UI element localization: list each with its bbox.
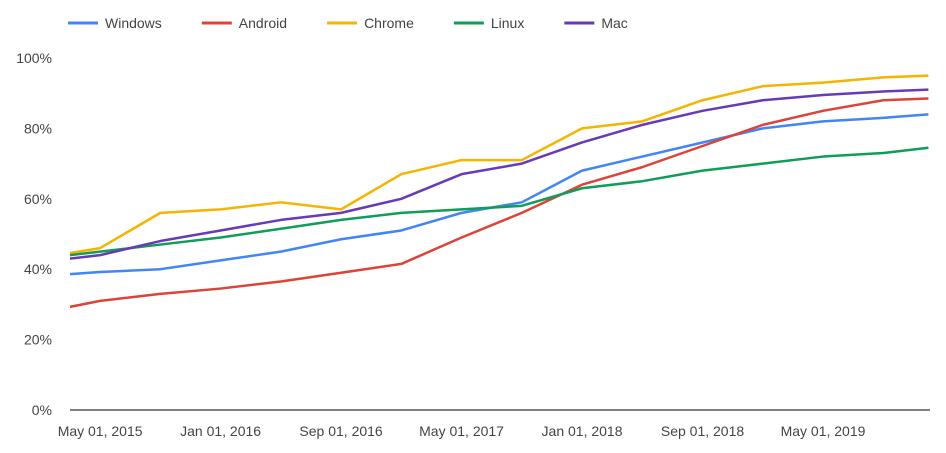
y-tick-label: 20% [24,332,52,348]
y-tick-label: 0% [32,402,52,418]
y-tick-label: 80% [24,120,52,136]
legend-label: Chrome [364,15,414,31]
legend-item-windows[interactable]: Windows [68,15,162,31]
x-tick-label: May 01, 2017 [419,423,504,439]
y-tick-label: 40% [24,261,52,277]
x-tick-label: Sep 01, 2018 [661,423,745,439]
series-line-android [69,97,929,309]
series-line-mac [69,88,929,260]
y-tick-label: 100% [16,50,52,66]
legend-label: Mac [601,15,627,31]
series-line-linux [69,146,929,257]
x-tick-label: Jan 01, 2016 [180,423,261,439]
legend-item-mac[interactable]: Mac [564,15,628,31]
x-tick-label: Jan 01, 2018 [542,423,623,439]
legend-label: Windows [105,15,162,31]
legend-label: Linux [491,15,524,31]
x-tick-label: May 01, 2019 [781,423,866,439]
legend-label: Android [239,15,287,31]
legend-item-android[interactable]: Android [201,15,287,31]
x-tick-label: Sep 01, 2016 [299,423,383,439]
legend-item-chrome[interactable]: Chrome [327,15,414,31]
series-line-chrome [69,74,929,255]
y-tick-label: 60% [24,191,52,207]
series-line-windows [69,113,929,276]
legend-item-linux[interactable]: Linux [453,15,524,31]
x-tick-label: May 01, 2015 [58,423,143,439]
